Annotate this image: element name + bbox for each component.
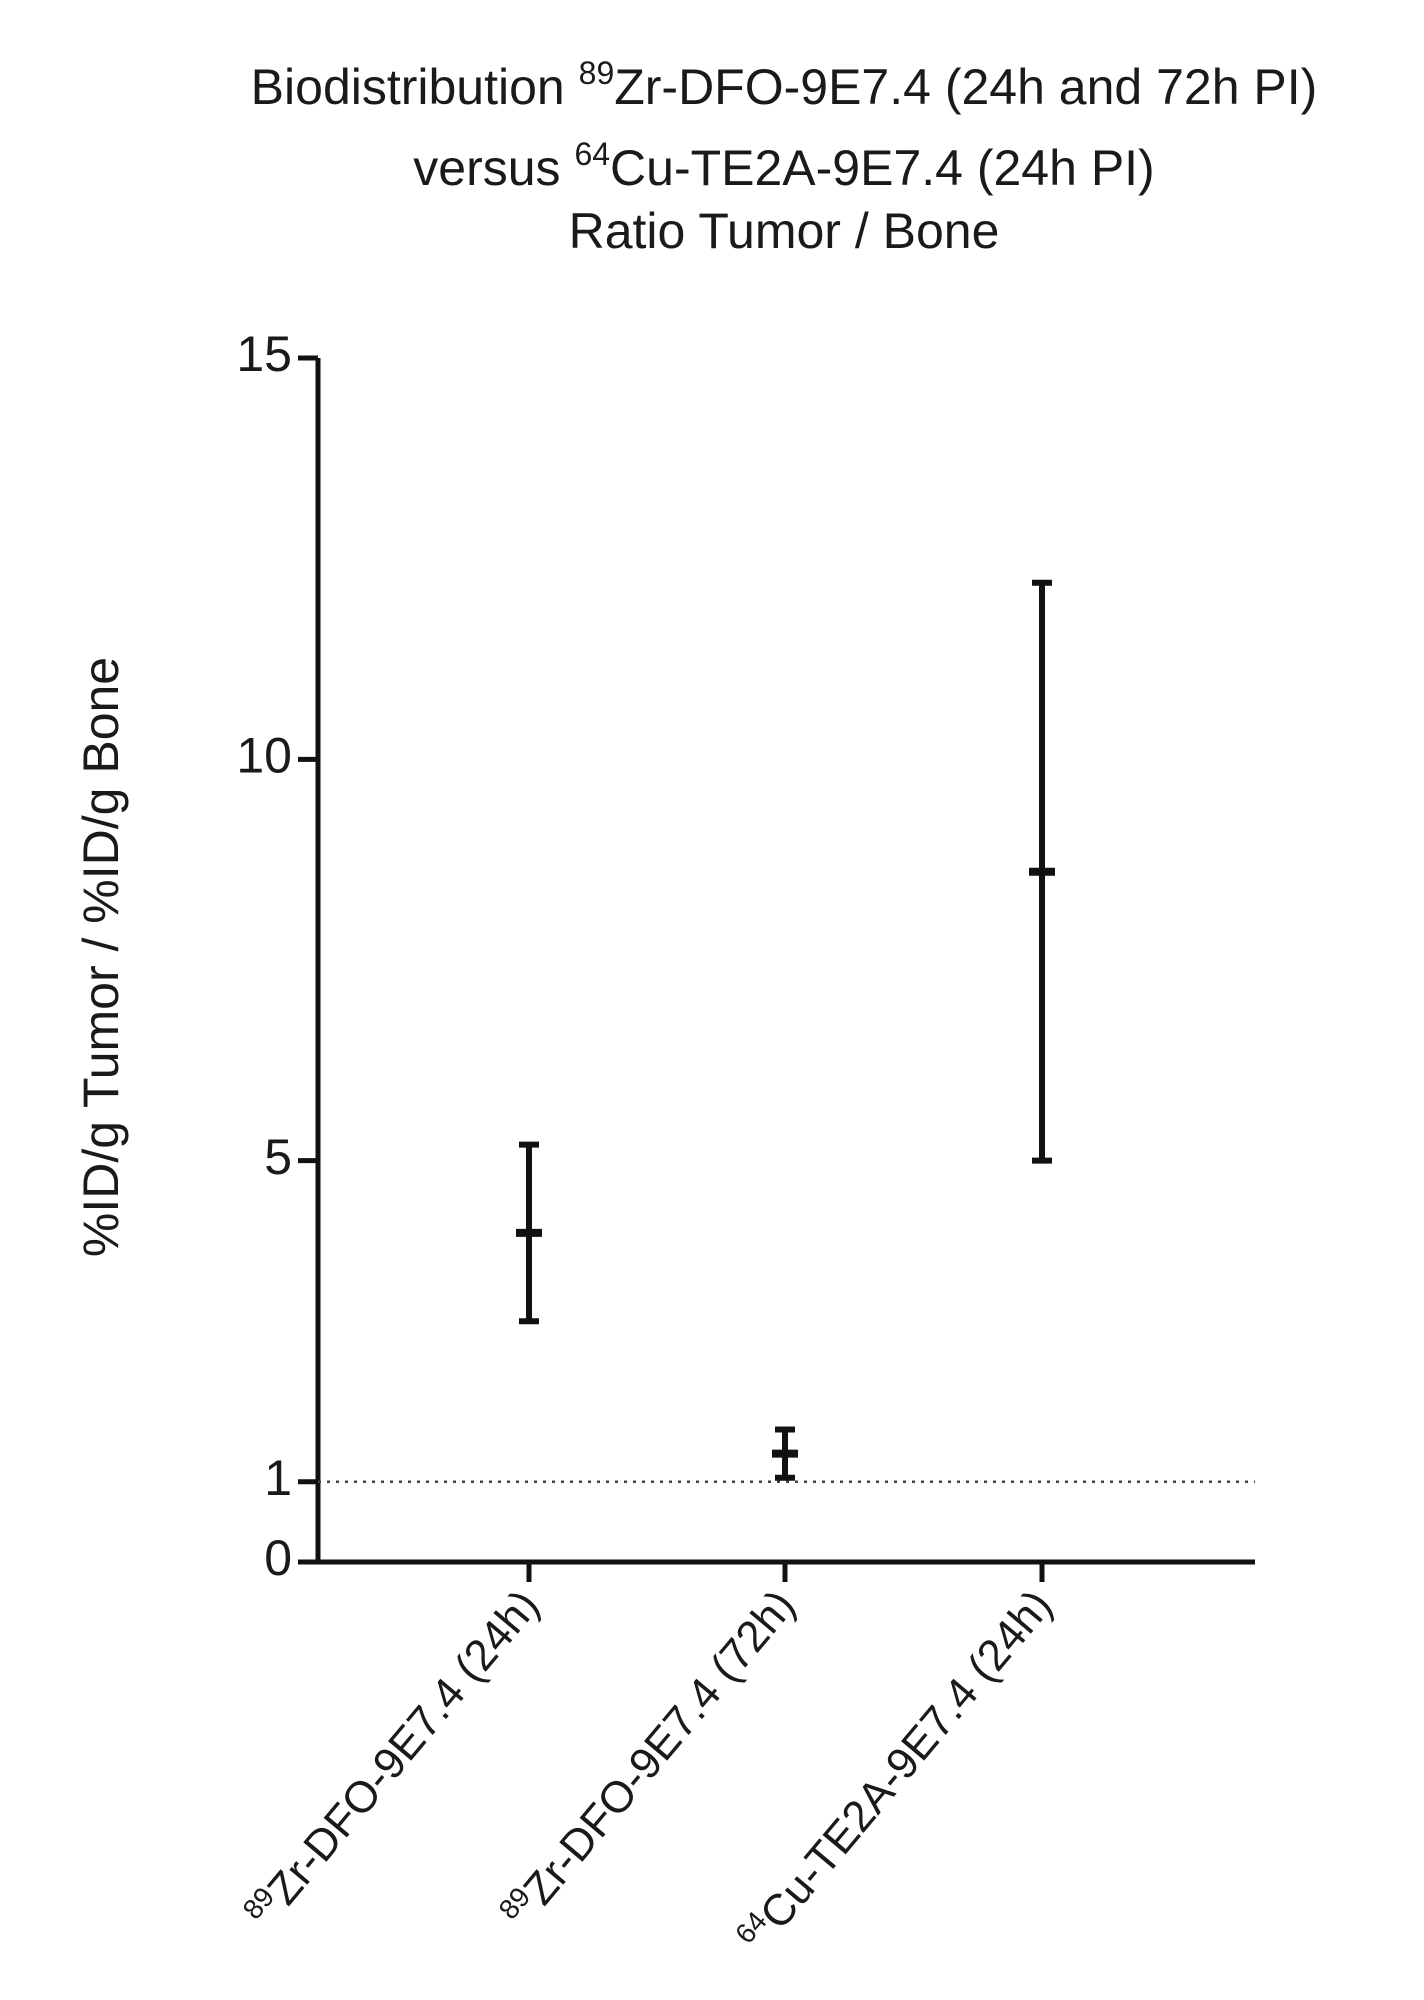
title-text: Cu-TE2A-9E7.4 (24h PI) <box>610 140 1155 196</box>
title-superscript: 64 <box>574 136 610 172</box>
title-text: Ratio Tumor / Bone <box>569 203 1000 259</box>
x-tick-text: Zr-DFO-9E7.4 (72h) <box>514 1581 805 1914</box>
x-tick-text: Zr-DFO-9E7.4 (24h) <box>258 1581 549 1914</box>
y-tick-label: 15 <box>236 326 292 382</box>
y-axis-label: %ID/g Tumor / %ID/g Bone <box>73 657 129 1257</box>
x-tick-label: 89Zr-DFO-9E7.4 (24h) <box>237 1580 549 1938</box>
y-tick-label: 1 <box>264 1450 292 1506</box>
x-tick-text: Cu-TE2A-9E7.4 (24h) <box>751 1581 1062 1938</box>
y-tick-label: 0 <box>264 1530 292 1586</box>
x-tick-label: 89Zr-DFO-9E7.4 (72h) <box>493 1580 805 1938</box>
chart-title: Biodistribution 89Zr-DFO-9E7.4 (24h and … <box>251 55 1318 115</box>
y-tick-label: 5 <box>264 1129 292 1185</box>
chart-title: Ratio Tumor / Bone <box>569 203 1000 259</box>
title-text: Zr-DFO-9E7.4 (24h and 72h PI) <box>614 59 1317 115</box>
y-tick-label: 10 <box>236 728 292 784</box>
chart-title: versus 64Cu-TE2A-9E7.4 (24h PI) <box>413 136 1154 196</box>
title-superscript: 89 <box>579 55 615 91</box>
title-text: versus <box>413 140 574 196</box>
title-text: Biodistribution <box>251 59 579 115</box>
